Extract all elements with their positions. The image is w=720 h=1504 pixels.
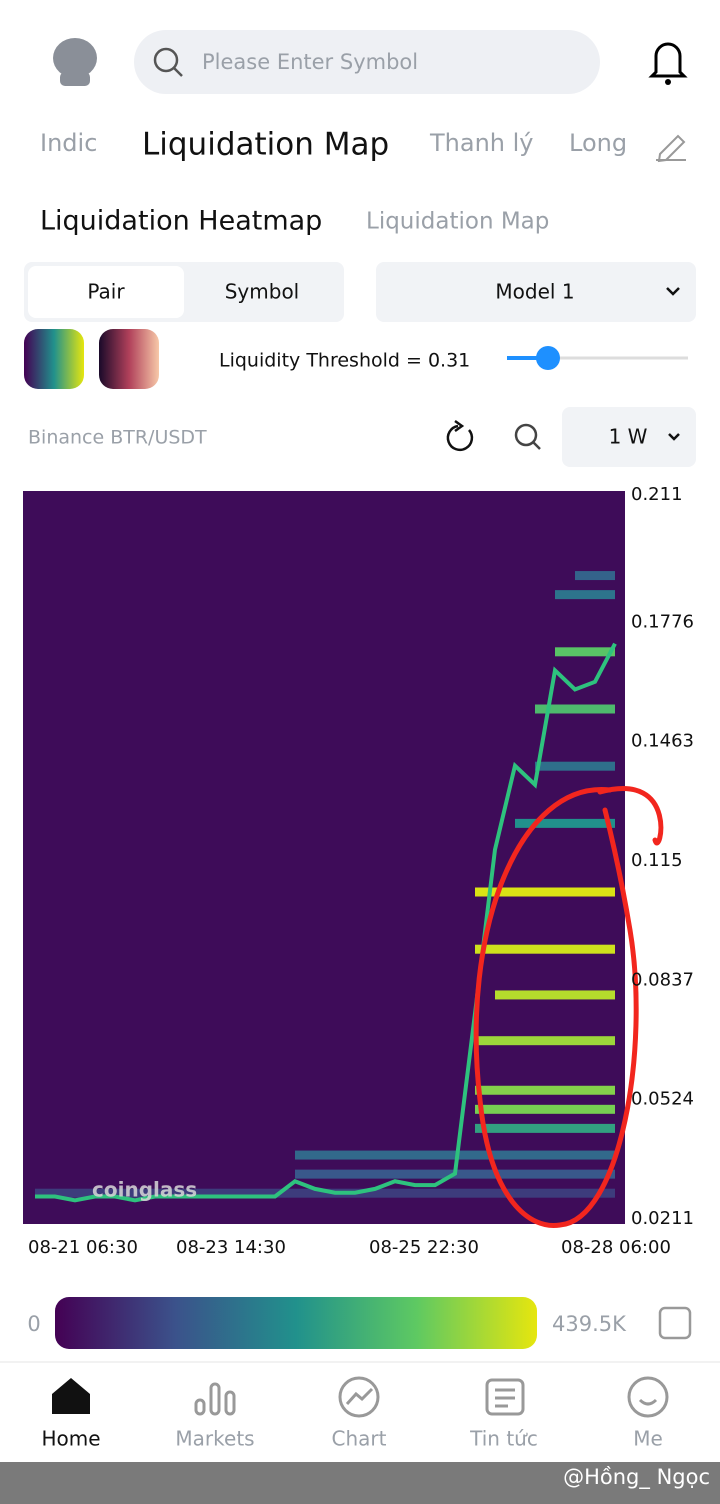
liquidation-band [575,571,615,581]
markets-icon[interactable] [194,1382,236,1416]
news-icon[interactable] [485,1378,525,1416]
logo[interactable] [53,38,97,86]
chart-icon[interactable] [338,1376,380,1418]
y-tick-label: 0.1463 [631,731,694,752]
liquidation-band [535,761,615,771]
tab-active[interactable]: Liquidation Map [142,127,389,163]
segment-option[interactable]: Symbol [225,280,300,304]
edit-icon[interactable] [656,134,686,163]
me-icon[interactable] [627,1376,669,1418]
threshold-label: Liquidity Threshold = 0.31 [219,350,470,372]
model-label: Model 1 [495,280,574,304]
bell-icon[interactable] [648,42,688,78]
nav-label[interactable]: Me [633,1427,663,1451]
nav-label[interactable]: Chart [332,1427,387,1451]
x-tick-label: 08-21 06:30 [28,1237,138,1258]
segment-active[interactable] [28,266,184,318]
liquidation-band [475,1123,615,1133]
liquidation-band [535,704,615,714]
credit: @Hồng_ Ngọc [563,1465,710,1490]
subtab[interactable]: Liquidation Map [366,209,549,235]
x-tick-label: 08-28 06:00 [561,1237,671,1258]
liquidation-band [495,990,615,1000]
liquidation-band [475,1036,615,1046]
liquidation-band [295,1150,615,1160]
y-tick-label: 0.0524 [631,1089,694,1110]
nav-label[interactable]: Home [41,1427,100,1451]
y-tick-label: 0.115 [631,850,683,871]
interval-dropdown[interactable] [562,407,696,467]
nav-label[interactable]: Markets [175,1427,254,1451]
y-tick-label: 0.211 [631,484,683,505]
liquidation-band [555,647,615,657]
zoom-icon[interactable] [514,423,538,447]
heatmap-bg [23,491,625,1224]
interval-label: 1 W [609,425,648,449]
tab[interactable]: Long [569,129,627,157]
liquidation-band [475,944,615,954]
y-tick-label: 0.0837 [631,969,694,990]
liquidation-band [555,590,615,600]
system-bar [0,1462,720,1504]
segment-option[interactable]: Pair [87,280,125,304]
slider-knob[interactable] [536,346,560,370]
y-tick-label: 0.0211 [631,1208,694,1229]
y-tick-label: 0.1776 [631,611,694,632]
nav-label[interactable]: Tin tức [469,1427,538,1451]
liquidation-band [475,887,615,897]
liquidation-band [475,1085,615,1095]
colorbar [55,1297,537,1349]
liquidation-band [515,818,615,828]
watermark: coinglass [92,1178,197,1202]
tab[interactable]: Thanh lý [429,129,534,157]
pair-label: Binance BTR/USDT [28,427,207,449]
model-dropdown[interactable] [376,262,696,322]
annotation-circle [473,786,664,1229]
colorbar-max: 439.5K [552,1312,627,1336]
search-placeholder: Please Enter Symbol [202,50,418,74]
color-scheme[interactable] [99,329,159,389]
colorbar-min: 0 [27,1312,40,1336]
tab[interactable]: Indic [40,129,97,157]
home-icon[interactable] [52,1378,90,1414]
search-bar[interactable] [134,30,600,94]
x-tick-label: 08-23 14:30 [176,1237,286,1258]
liquidation-band [35,1188,615,1198]
refresh-icon[interactable] [446,424,474,452]
x-tick-label: 08-25 22:30 [369,1237,479,1258]
liquidation-band [475,1104,615,1114]
expand-icon[interactable] [658,1306,692,1340]
price-line [35,642,617,1203]
color-scheme[interactable] [24,329,84,389]
subtab-active[interactable]: Liquidation Heatmap [40,206,322,237]
search-icon [153,47,179,73]
